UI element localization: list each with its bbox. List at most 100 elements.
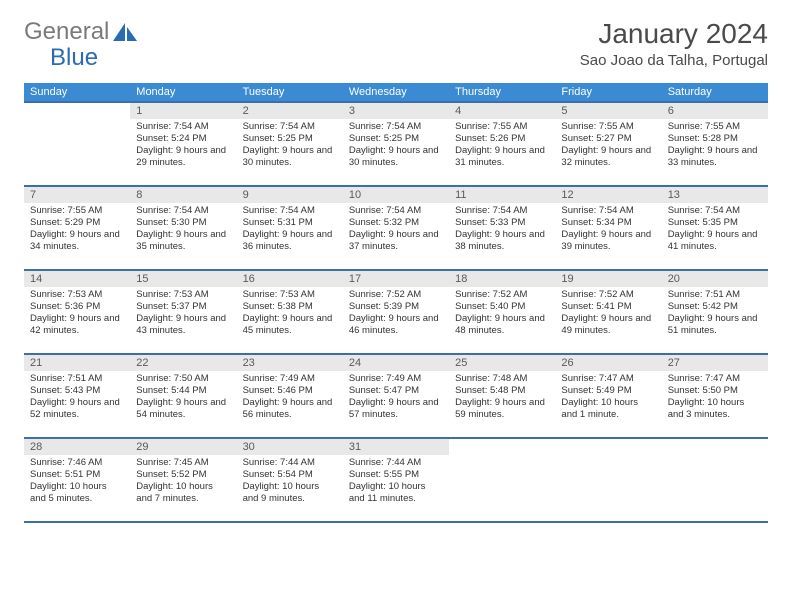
day-number: 31	[343, 439, 449, 455]
calendar-day-cell: 10Sunrise: 7:54 AMSunset: 5:32 PMDayligh…	[343, 186, 449, 270]
day-number: 25	[449, 355, 555, 371]
weekday-header: Wednesday	[343, 83, 449, 102]
weekday-header: Tuesday	[237, 83, 343, 102]
calendar-day-cell: 25Sunrise: 7:48 AMSunset: 5:48 PMDayligh…	[449, 354, 555, 438]
day-number: 18	[449, 271, 555, 287]
calendar-day-cell	[662, 438, 768, 522]
calendar-day-cell: 16Sunrise: 7:53 AMSunset: 5:38 PMDayligh…	[237, 270, 343, 354]
day-details: Sunrise: 7:52 AMSunset: 5:39 PMDaylight:…	[343, 287, 449, 341]
day-number: 29	[130, 439, 236, 455]
day-number: 6	[662, 103, 768, 119]
day-details: Sunrise: 7:54 AMSunset: 5:30 PMDaylight:…	[130, 203, 236, 257]
calendar-day-cell: 5Sunrise: 7:55 AMSunset: 5:27 PMDaylight…	[555, 102, 661, 186]
day-number: 14	[24, 271, 130, 287]
calendar-day-cell: 23Sunrise: 7:49 AMSunset: 5:46 PMDayligh…	[237, 354, 343, 438]
calendar-week-row: 28Sunrise: 7:46 AMSunset: 5:51 PMDayligh…	[24, 438, 768, 522]
day-details: Sunrise: 7:54 AMSunset: 5:35 PMDaylight:…	[662, 203, 768, 257]
day-details: Sunrise: 7:45 AMSunset: 5:52 PMDaylight:…	[130, 455, 236, 509]
day-details: Sunrise: 7:50 AMSunset: 5:44 PMDaylight:…	[130, 371, 236, 425]
title-block: January 2024 Sao Joao da Talha, Portugal	[580, 18, 768, 69]
calendar-day-cell: 4Sunrise: 7:55 AMSunset: 5:26 PMDaylight…	[449, 102, 555, 186]
calendar-day-cell: 24Sunrise: 7:49 AMSunset: 5:47 PMDayligh…	[343, 354, 449, 438]
calendar-day-cell: 14Sunrise: 7:53 AMSunset: 5:36 PMDayligh…	[24, 270, 130, 354]
day-number: 5	[555, 103, 661, 119]
day-details: Sunrise: 7:51 AMSunset: 5:43 PMDaylight:…	[24, 371, 130, 425]
day-details: Sunrise: 7:55 AMSunset: 5:28 PMDaylight:…	[662, 119, 768, 173]
calendar-day-cell	[555, 438, 661, 522]
day-details: Sunrise: 7:44 AMSunset: 5:55 PMDaylight:…	[343, 455, 449, 509]
day-number: 9	[237, 187, 343, 203]
day-number: 2	[237, 103, 343, 119]
calendar-day-cell: 13Sunrise: 7:54 AMSunset: 5:35 PMDayligh…	[662, 186, 768, 270]
day-number: 13	[662, 187, 768, 203]
day-details: Sunrise: 7:55 AMSunset: 5:27 PMDaylight:…	[555, 119, 661, 173]
day-details: Sunrise: 7:53 AMSunset: 5:36 PMDaylight:…	[24, 287, 130, 341]
calendar-day-cell: 27Sunrise: 7:47 AMSunset: 5:50 PMDayligh…	[662, 354, 768, 438]
day-details: Sunrise: 7:44 AMSunset: 5:54 PMDaylight:…	[237, 455, 343, 509]
page-header: General January 2024 Sao Joao da Talha, …	[24, 18, 768, 69]
day-details: Sunrise: 7:48 AMSunset: 5:48 PMDaylight:…	[449, 371, 555, 425]
day-number: 21	[24, 355, 130, 371]
day-details: Sunrise: 7:54 AMSunset: 5:31 PMDaylight:…	[237, 203, 343, 257]
calendar-day-cell: 15Sunrise: 7:53 AMSunset: 5:37 PMDayligh…	[130, 270, 236, 354]
calendar-day-cell	[449, 438, 555, 522]
logo: General	[24, 18, 139, 46]
day-details: Sunrise: 7:52 AMSunset: 5:41 PMDaylight:…	[555, 287, 661, 341]
day-details: Sunrise: 7:55 AMSunset: 5:29 PMDaylight:…	[24, 203, 130, 257]
day-number: 23	[237, 355, 343, 371]
day-details: Sunrise: 7:47 AMSunset: 5:50 PMDaylight:…	[662, 371, 768, 425]
day-details: Sunrise: 7:49 AMSunset: 5:47 PMDaylight:…	[343, 371, 449, 425]
day-details: Sunrise: 7:54 AMSunset: 5:25 PMDaylight:…	[237, 119, 343, 173]
calendar-week-row: 14Sunrise: 7:53 AMSunset: 5:36 PMDayligh…	[24, 270, 768, 354]
calendar-day-cell: 3Sunrise: 7:54 AMSunset: 5:25 PMDaylight…	[343, 102, 449, 186]
day-number: 10	[343, 187, 449, 203]
weekday-header: Friday	[555, 83, 661, 102]
calendar-day-cell: 26Sunrise: 7:47 AMSunset: 5:49 PMDayligh…	[555, 354, 661, 438]
logo-sail-icon	[111, 21, 139, 43]
calendar-day-cell: 6Sunrise: 7:55 AMSunset: 5:28 PMDaylight…	[662, 102, 768, 186]
day-details: Sunrise: 7:54 AMSunset: 5:32 PMDaylight:…	[343, 203, 449, 257]
calendar-day-cell: 22Sunrise: 7:50 AMSunset: 5:44 PMDayligh…	[130, 354, 236, 438]
day-details: Sunrise: 7:54 AMSunset: 5:34 PMDaylight:…	[555, 203, 661, 257]
calendar-day-cell: 8Sunrise: 7:54 AMSunset: 5:30 PMDaylight…	[130, 186, 236, 270]
day-number: 12	[555, 187, 661, 203]
day-number: 1	[130, 103, 236, 119]
day-details: Sunrise: 7:46 AMSunset: 5:51 PMDaylight:…	[24, 455, 130, 509]
day-number: 11	[449, 187, 555, 203]
day-number: 24	[343, 355, 449, 371]
calendar-day-cell: 11Sunrise: 7:54 AMSunset: 5:33 PMDayligh…	[449, 186, 555, 270]
calendar-day-cell: 1Sunrise: 7:54 AMSunset: 5:24 PMDaylight…	[130, 102, 236, 186]
calendar-day-cell: 28Sunrise: 7:46 AMSunset: 5:51 PMDayligh…	[24, 438, 130, 522]
calendar-day-cell: 12Sunrise: 7:54 AMSunset: 5:34 PMDayligh…	[555, 186, 661, 270]
logo-text-general: General	[24, 18, 109, 46]
calendar-day-cell: 30Sunrise: 7:44 AMSunset: 5:54 PMDayligh…	[237, 438, 343, 522]
day-number: 15	[130, 271, 236, 287]
weekday-header: Sunday	[24, 83, 130, 102]
calendar-day-cell: 18Sunrise: 7:52 AMSunset: 5:40 PMDayligh…	[449, 270, 555, 354]
calendar-day-cell: 21Sunrise: 7:51 AMSunset: 5:43 PMDayligh…	[24, 354, 130, 438]
day-number: 20	[662, 271, 768, 287]
day-details: Sunrise: 7:51 AMSunset: 5:42 PMDaylight:…	[662, 287, 768, 341]
day-details: Sunrise: 7:54 AMSunset: 5:25 PMDaylight:…	[343, 119, 449, 173]
day-number: 19	[555, 271, 661, 287]
logo-text-blue-wrap: Blue	[24, 44, 98, 72]
weekday-header: Saturday	[662, 83, 768, 102]
day-details: Sunrise: 7:53 AMSunset: 5:37 PMDaylight:…	[130, 287, 236, 341]
weekday-header: Monday	[130, 83, 236, 102]
day-details: Sunrise: 7:49 AMSunset: 5:46 PMDaylight:…	[237, 371, 343, 425]
day-details: Sunrise: 7:53 AMSunset: 5:38 PMDaylight:…	[237, 287, 343, 341]
calendar-week-row: 1Sunrise: 7:54 AMSunset: 5:24 PMDaylight…	[24, 102, 768, 186]
calendar-day-cell: 31Sunrise: 7:44 AMSunset: 5:55 PMDayligh…	[343, 438, 449, 522]
day-number: 27	[662, 355, 768, 371]
day-details: Sunrise: 7:54 AMSunset: 5:33 PMDaylight:…	[449, 203, 555, 257]
calendar-header-row: SundayMondayTuesdayWednesdayThursdayFrid…	[24, 83, 768, 102]
weekday-header: Thursday	[449, 83, 555, 102]
day-number: 16	[237, 271, 343, 287]
day-number: 17	[343, 271, 449, 287]
calendar-week-row: 7Sunrise: 7:55 AMSunset: 5:29 PMDaylight…	[24, 186, 768, 270]
day-number: 7	[24, 187, 130, 203]
calendar-day-cell: 20Sunrise: 7:51 AMSunset: 5:42 PMDayligh…	[662, 270, 768, 354]
calendar-day-cell: 19Sunrise: 7:52 AMSunset: 5:41 PMDayligh…	[555, 270, 661, 354]
day-number: 3	[343, 103, 449, 119]
month-title: January 2024	[580, 18, 768, 50]
